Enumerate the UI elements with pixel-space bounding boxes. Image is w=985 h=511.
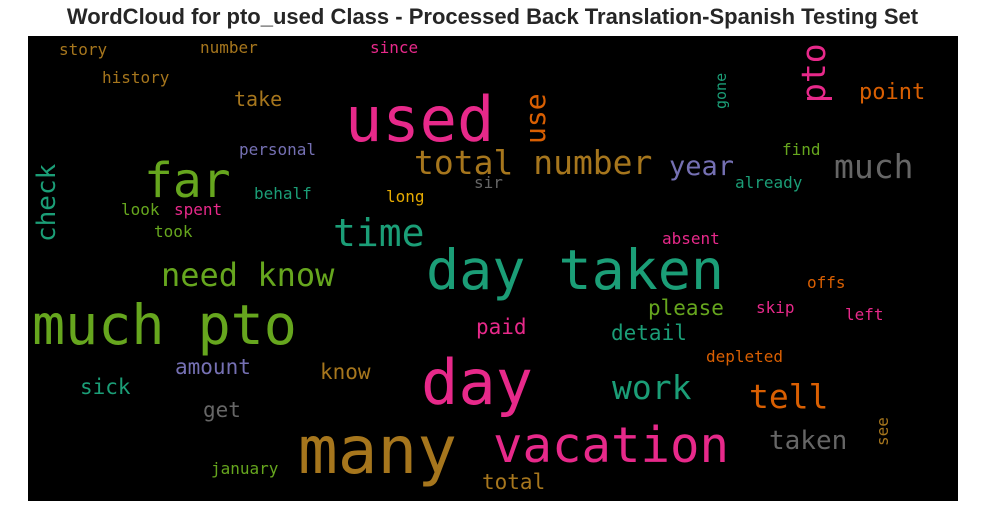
- word-total-number: total number: [414, 143, 653, 182]
- word-tell: tell: [749, 377, 829, 416]
- word-far: far: [144, 153, 231, 209]
- word-use: use: [519, 93, 552, 144]
- word-year: year: [669, 151, 735, 182]
- word-many: many: [298, 412, 457, 489]
- word-work: work: [612, 368, 692, 407]
- word-get: get: [203, 398, 241, 422]
- word-offs: offs: [807, 273, 846, 292]
- word-please: please: [648, 296, 724, 320]
- word-history: history: [102, 68, 170, 87]
- word-left: left: [845, 305, 884, 324]
- word-time: time: [333, 211, 425, 255]
- word-need-know: need know: [161, 256, 335, 294]
- word-pto: pto: [794, 43, 833, 103]
- word-personal: personal: [239, 140, 317, 159]
- word-day: day: [421, 346, 533, 419]
- word-know: know: [320, 360, 371, 384]
- word-much: much: [834, 147, 914, 186]
- word-point: point: [859, 80, 926, 105]
- word-vacation: vacation: [493, 417, 730, 474]
- chart-title: WordCloud for pto_used Class - Processed…: [66, 4, 919, 29]
- word-skip: skip: [756, 298, 795, 317]
- word-depleted: depleted: [706, 347, 784, 366]
- word-used: used: [345, 83, 495, 156]
- word-taken: taken: [769, 426, 848, 456]
- word-see: see: [873, 417, 892, 446]
- word-amount: amount: [175, 355, 251, 379]
- word-total: total: [482, 470, 546, 494]
- word-already: already: [735, 173, 803, 192]
- word-story: story: [59, 40, 108, 59]
- word-behalf: behalf: [254, 184, 312, 203]
- word-check: check: [32, 163, 62, 242]
- word-much-pto: much pto: [32, 293, 297, 357]
- word-long: long: [386, 187, 425, 206]
- word-take: take: [234, 87, 283, 111]
- word-spent: spent: [174, 200, 223, 219]
- word-day-taken: day taken: [426, 238, 725, 302]
- word-sick: sick: [80, 375, 131, 399]
- word-gone: gone: [712, 72, 730, 109]
- word-sir: sir: [474, 173, 503, 192]
- word-january: january: [211, 459, 279, 478]
- word-absent: absent: [662, 229, 720, 248]
- word-since: since: [370, 38, 419, 57]
- word-took: took: [154, 222, 193, 241]
- word-number: number: [200, 38, 258, 57]
- word-detail: detail: [611, 321, 687, 345]
- word-find: find: [782, 140, 821, 159]
- word-cloud: many day taken much pto day used vacatio…: [28, 36, 958, 501]
- word-look: look: [121, 200, 160, 219]
- word-paid: paid: [476, 315, 527, 339]
